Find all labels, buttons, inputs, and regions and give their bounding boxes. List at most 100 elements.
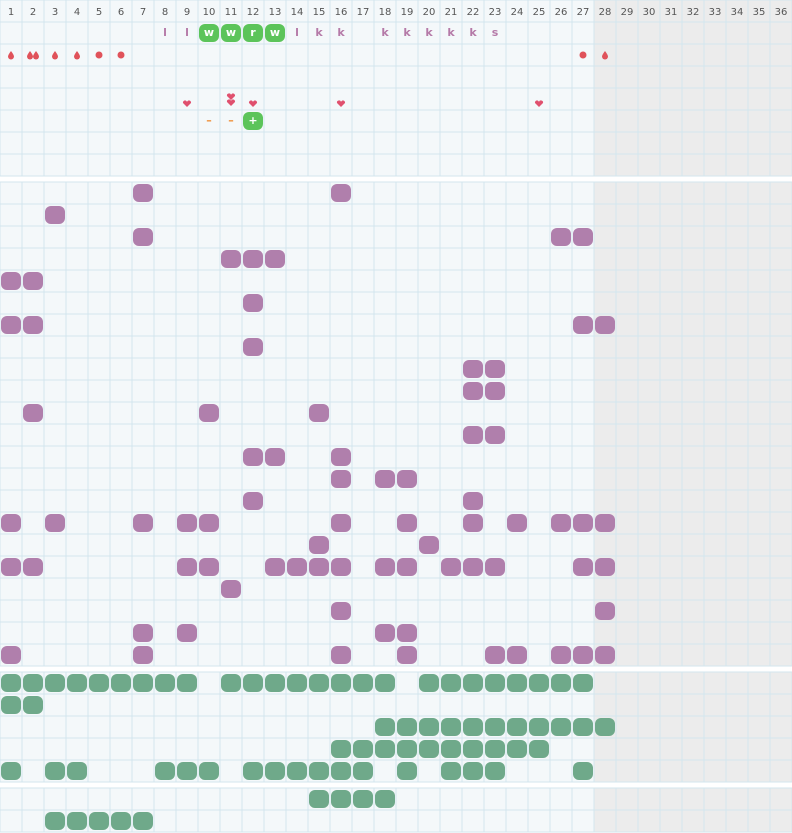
purple-blob — [287, 558, 307, 576]
note-label: – — [228, 114, 234, 127]
green-blob — [353, 674, 373, 692]
day-number: 10 — [203, 7, 216, 18]
purple-blob — [177, 514, 197, 532]
purple-blob — [133, 624, 153, 642]
purple-blob — [1, 272, 21, 290]
green-blob — [331, 674, 351, 692]
purple-blob — [397, 624, 417, 642]
note-label: – — [206, 114, 212, 127]
day-number: 33 — [709, 7, 722, 18]
purple-blob — [507, 514, 527, 532]
drop-icon — [74, 51, 80, 60]
green-blob — [595, 718, 615, 736]
purple-blob — [1, 316, 21, 334]
purple-blob — [309, 536, 329, 554]
purple-blob — [265, 250, 285, 268]
heart-icon — [226, 93, 236, 100]
green-blob — [419, 740, 439, 758]
purple-blob — [485, 558, 505, 576]
green-blob — [573, 674, 593, 692]
purple-blob — [573, 514, 593, 532]
purple-blob — [551, 228, 571, 246]
purple-blob — [177, 624, 197, 642]
purple-blob — [331, 184, 351, 202]
day-number: 12 — [247, 7, 260, 18]
drop-icon — [33, 51, 39, 60]
heart-icon — [248, 100, 258, 107]
purple-blob — [265, 558, 285, 576]
purple-blob — [573, 316, 593, 334]
green-blob — [551, 674, 571, 692]
purple-blob — [507, 646, 527, 664]
purple-blob — [331, 448, 351, 466]
activity-label: l — [163, 26, 167, 39]
purple-blob — [397, 514, 417, 532]
day-number: 30 — [643, 7, 656, 18]
purple-blob — [331, 646, 351, 664]
activity-blob — [199, 24, 219, 42]
green-blob — [309, 674, 329, 692]
drop-icon — [27, 51, 33, 60]
day-number: 17 — [357, 7, 370, 18]
day-number: 31 — [665, 7, 678, 18]
purple-blob — [243, 294, 263, 312]
green-blob — [89, 812, 109, 830]
green-blob — [529, 718, 549, 736]
purple-blob — [375, 624, 395, 642]
purple-blob — [199, 514, 219, 532]
green-blob — [1, 762, 21, 780]
purple-blob — [485, 646, 505, 664]
green-blob — [221, 674, 241, 692]
activity-label: w — [226, 26, 236, 39]
green-blob — [529, 740, 549, 758]
purple-blob — [485, 360, 505, 378]
green-blob — [353, 740, 373, 758]
purple-blob — [45, 206, 65, 224]
day-number: 15 — [313, 7, 326, 18]
day-number: 8 — [162, 7, 168, 18]
activity-label: w — [270, 26, 280, 39]
purple-blob — [133, 228, 153, 246]
green-blob — [397, 718, 417, 736]
activity-label: l — [185, 26, 189, 39]
purple-blob — [221, 580, 241, 598]
green-blob — [419, 674, 439, 692]
purple-blob — [595, 602, 615, 620]
green-blob — [23, 696, 43, 714]
day-number: 34 — [731, 7, 744, 18]
drop-icon — [8, 51, 14, 60]
green-blob — [573, 762, 593, 780]
day-number: 18 — [379, 7, 392, 18]
drop-icon — [602, 51, 608, 60]
purple-blob — [23, 558, 43, 576]
activity-blob — [221, 24, 241, 42]
activity-label: r — [250, 26, 256, 39]
day-number: 6 — [118, 7, 124, 18]
purple-blob — [595, 646, 615, 664]
green-blob — [1, 674, 21, 692]
green-blob — [573, 718, 593, 736]
green-blob — [353, 790, 373, 808]
purple-blob — [375, 558, 395, 576]
green-blob — [177, 762, 197, 780]
green-blob — [375, 674, 395, 692]
activity-label: s — [492, 26, 499, 39]
green-blob — [111, 812, 131, 830]
day-number: 14 — [291, 7, 304, 18]
purple-blob — [199, 404, 219, 422]
activity-blob — [265, 24, 285, 42]
purple-blob — [177, 558, 197, 576]
purple-blob — [463, 360, 483, 378]
green-blob — [177, 674, 197, 692]
green-blob — [463, 762, 483, 780]
purple-blob — [23, 272, 43, 290]
green-blob — [45, 812, 65, 830]
green-blob — [375, 790, 395, 808]
activity-label: k — [381, 26, 389, 39]
day-number: 29 — [621, 7, 634, 18]
activity-label: w — [204, 26, 214, 39]
green-blob — [265, 762, 285, 780]
purple-blob — [397, 646, 417, 664]
day-number: 28 — [599, 7, 612, 18]
purple-blob — [375, 470, 395, 488]
